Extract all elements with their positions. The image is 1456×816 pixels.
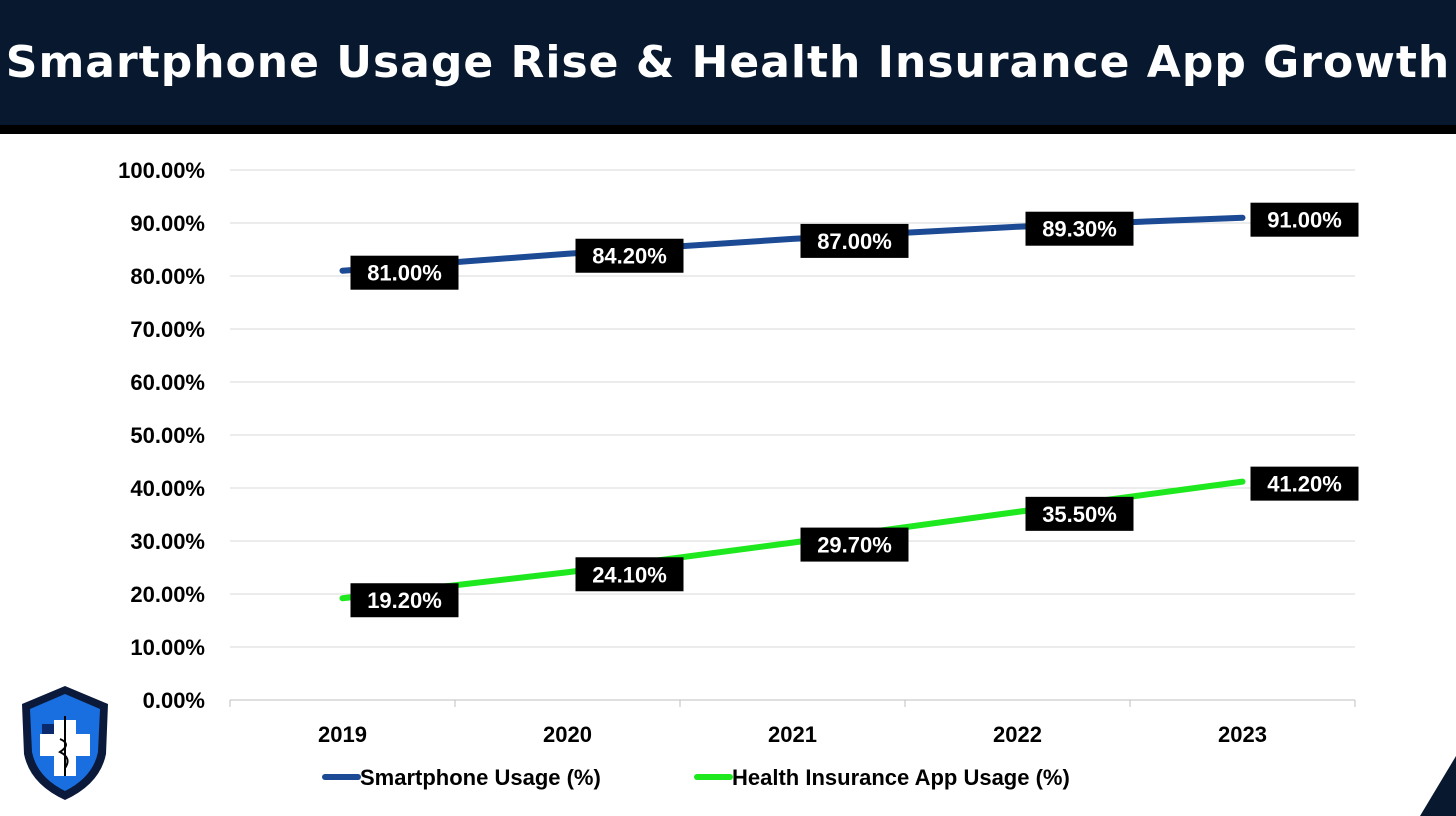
data-label-box [575,238,684,273]
data-label: 35.50% [1042,502,1117,527]
data-label: 19.20% [367,588,442,613]
legend: Smartphone Usage (%) Health Insurance App… [322,765,1070,790]
y-tick-label: 100.00% [118,158,205,183]
data-label: 41.20% [1267,472,1342,497]
y-tick-label: 50.00% [130,423,205,448]
y-tick-label: 60.00% [130,370,205,395]
legend-label: Health Insurance App Usage (%) [732,765,1070,790]
gridlines [230,169,1355,701]
data-label: 81.00% [367,261,442,286]
axes: 0.00% 10.00% 20.00% 30.00% 40.00% 50.00% 60.00… [118,158,1356,747]
data-label: 24.10% [592,562,667,587]
data-label: 87.00% [817,229,892,254]
data-label-box [1025,496,1134,531]
shield-medical-logo [22,686,108,800]
data-label: 84.20% [592,244,667,269]
data-labels: 81.00% 84.20% 87.00% 89.30% 91.00% 19.20% 24.1… [350,202,1359,618]
y-tick-label: 90.00% [130,211,205,236]
y-tick-label: 30.00% [130,529,205,554]
chart-title: Smartphone Usage Rise & Health Insurance… [5,37,1451,88]
y-tick-label: 70.00% [130,317,205,342]
data-label-box [1250,466,1359,501]
data-label-box [350,255,459,290]
y-tick-label: 0.00% [143,688,205,713]
data-label-box [1250,202,1359,237]
legend-label: Smartphone Usage (%) [360,765,601,790]
x-tick-label: 2020 [543,722,592,747]
x-tick-label: 2022 [993,722,1042,747]
data-label-box [800,527,909,562]
title-bar: Smartphone Usage Rise & Health Insurance… [0,0,1456,134]
data-label-box [350,583,459,618]
y-tick-label: 20.00% [130,582,205,607]
y-tick-label: 10.00% [130,635,205,660]
y-tick-label: 80.00% [130,264,205,289]
y-tick-label: 40.00% [130,476,205,501]
x-tick-label: 2021 [768,722,817,747]
data-label-box [575,557,684,592]
data-label-box [1025,211,1134,246]
data-label: 29.70% [817,533,892,558]
data-label: 91.00% [1267,208,1342,233]
data-label-box [800,223,909,258]
x-tick-label: 2023 [1218,722,1267,747]
data-label: 89.30% [1042,217,1117,242]
x-tick-label: 2019 [318,722,367,747]
corner-triangle [1420,756,1456,816]
